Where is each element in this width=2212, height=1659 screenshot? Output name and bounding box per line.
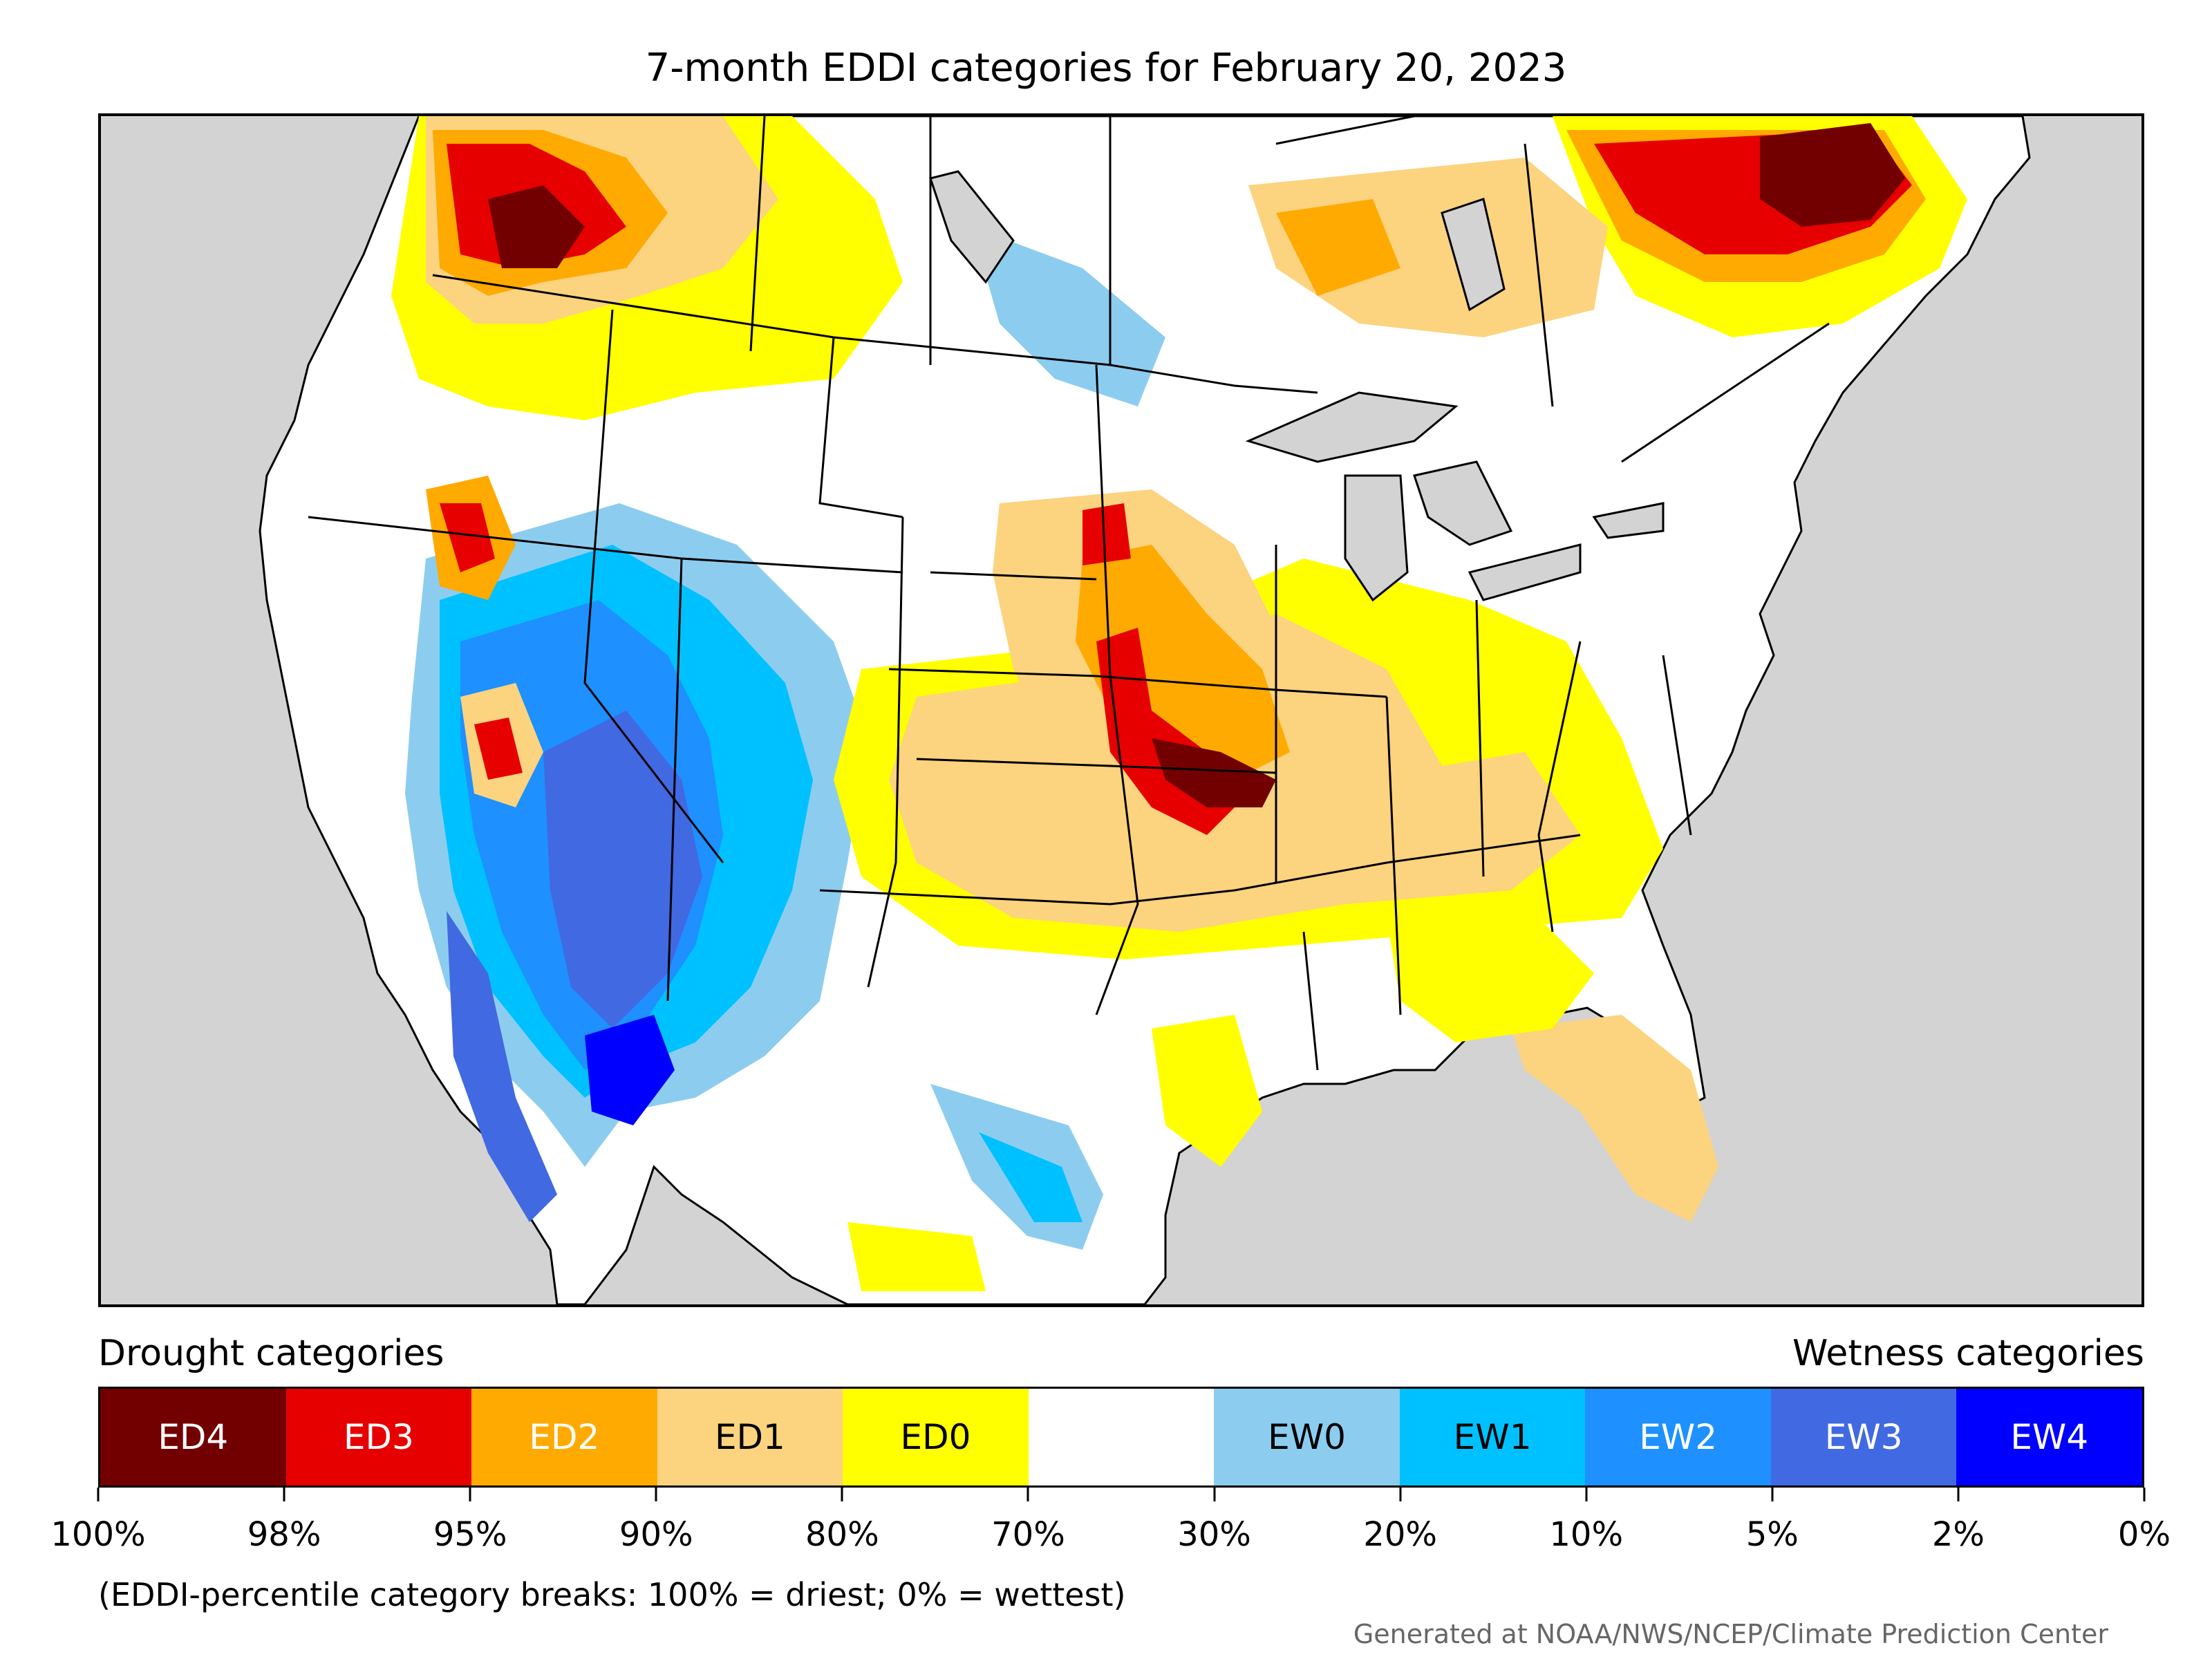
colorbar-cell: ED4 — [100, 1389, 286, 1485]
category-regions — [391, 116, 1967, 1291]
colorbar-tick-label: 70% — [991, 1515, 1065, 1554]
colorbar-tick-label: 100% — [50, 1515, 146, 1554]
credit-text: Generated at NOAA/NWS/NCEP/Climate Predi… — [1353, 1619, 2108, 1649]
colorbar-tick-label: 80% — [805, 1515, 879, 1554]
colorbar-tick — [2143, 1488, 2146, 1501]
colorbar-tick-label: 0% — [2117, 1515, 2171, 1554]
colorbar-tick — [655, 1488, 657, 1501]
colorbar-cell: ED2 — [471, 1389, 657, 1485]
map-canvas — [101, 116, 2141, 1304]
colorbar-tick — [283, 1488, 285, 1501]
colorbar-tick — [1213, 1488, 1216, 1501]
colorbar-cell — [1028, 1389, 1215, 1485]
category-footnote: (EDDI-percentile category breaks: 100% =… — [98, 1576, 1126, 1613]
map-title: 7-month EDDI categories for February 20,… — [645, 46, 1567, 91]
colorbar-cell: ED3 — [285, 1389, 472, 1485]
colorbar-ticks — [97, 1488, 2146, 1501]
colorbar-tick — [1585, 1488, 1588, 1501]
colorbar-tick-label: 10% — [1549, 1515, 1624, 1554]
colorbar-tick-label: 30% — [1177, 1515, 1251, 1554]
colorbar-cell: EW1 — [1399, 1389, 1586, 1485]
colorbar-tick — [1027, 1488, 1029, 1501]
great-lakes — [929, 170, 1665, 602]
colorbar-cell: ED0 — [843, 1389, 1029, 1485]
wetness-categories-label: Wetness categories — [1792, 1333, 2144, 1374]
colorbar-tick — [1957, 1488, 1960, 1501]
colorbar-tick — [469, 1488, 471, 1501]
colorbar-tick-label: 2% — [1931, 1515, 1985, 1554]
colorbar-tick-label: 98% — [247, 1515, 321, 1554]
colorbar-tick-label: 20% — [1363, 1515, 1437, 1554]
colorbar-tick-label: 95% — [433, 1515, 507, 1554]
colorbar-cell: EW3 — [1770, 1389, 1957, 1485]
colorbar-tick-label: 90% — [619, 1515, 693, 1554]
colorbar-cell: EW0 — [1214, 1389, 1400, 1485]
eddi-map — [98, 113, 2144, 1307]
colorbar-tick — [1771, 1488, 1774, 1501]
colorbar-tick — [97, 1488, 100, 1501]
category-colorbar: ED4 ED3 ED2 ED1 ED0 EW0 EW1 EW2 EW3 EW4 — [98, 1387, 2144, 1488]
colorbar-tick — [841, 1488, 843, 1501]
boundary-lines — [308, 116, 1830, 1071]
colorbar-tick-label: 5% — [1745, 1515, 1799, 1554]
colorbar-cell: ED1 — [657, 1389, 843, 1485]
drought-categories-label: Drought categories — [98, 1333, 444, 1374]
colorbar-tick — [1399, 1488, 1402, 1501]
colorbar-cell: EW4 — [1956, 1389, 2143, 1485]
colorbar-cell: EW2 — [1585, 1389, 1771, 1485]
